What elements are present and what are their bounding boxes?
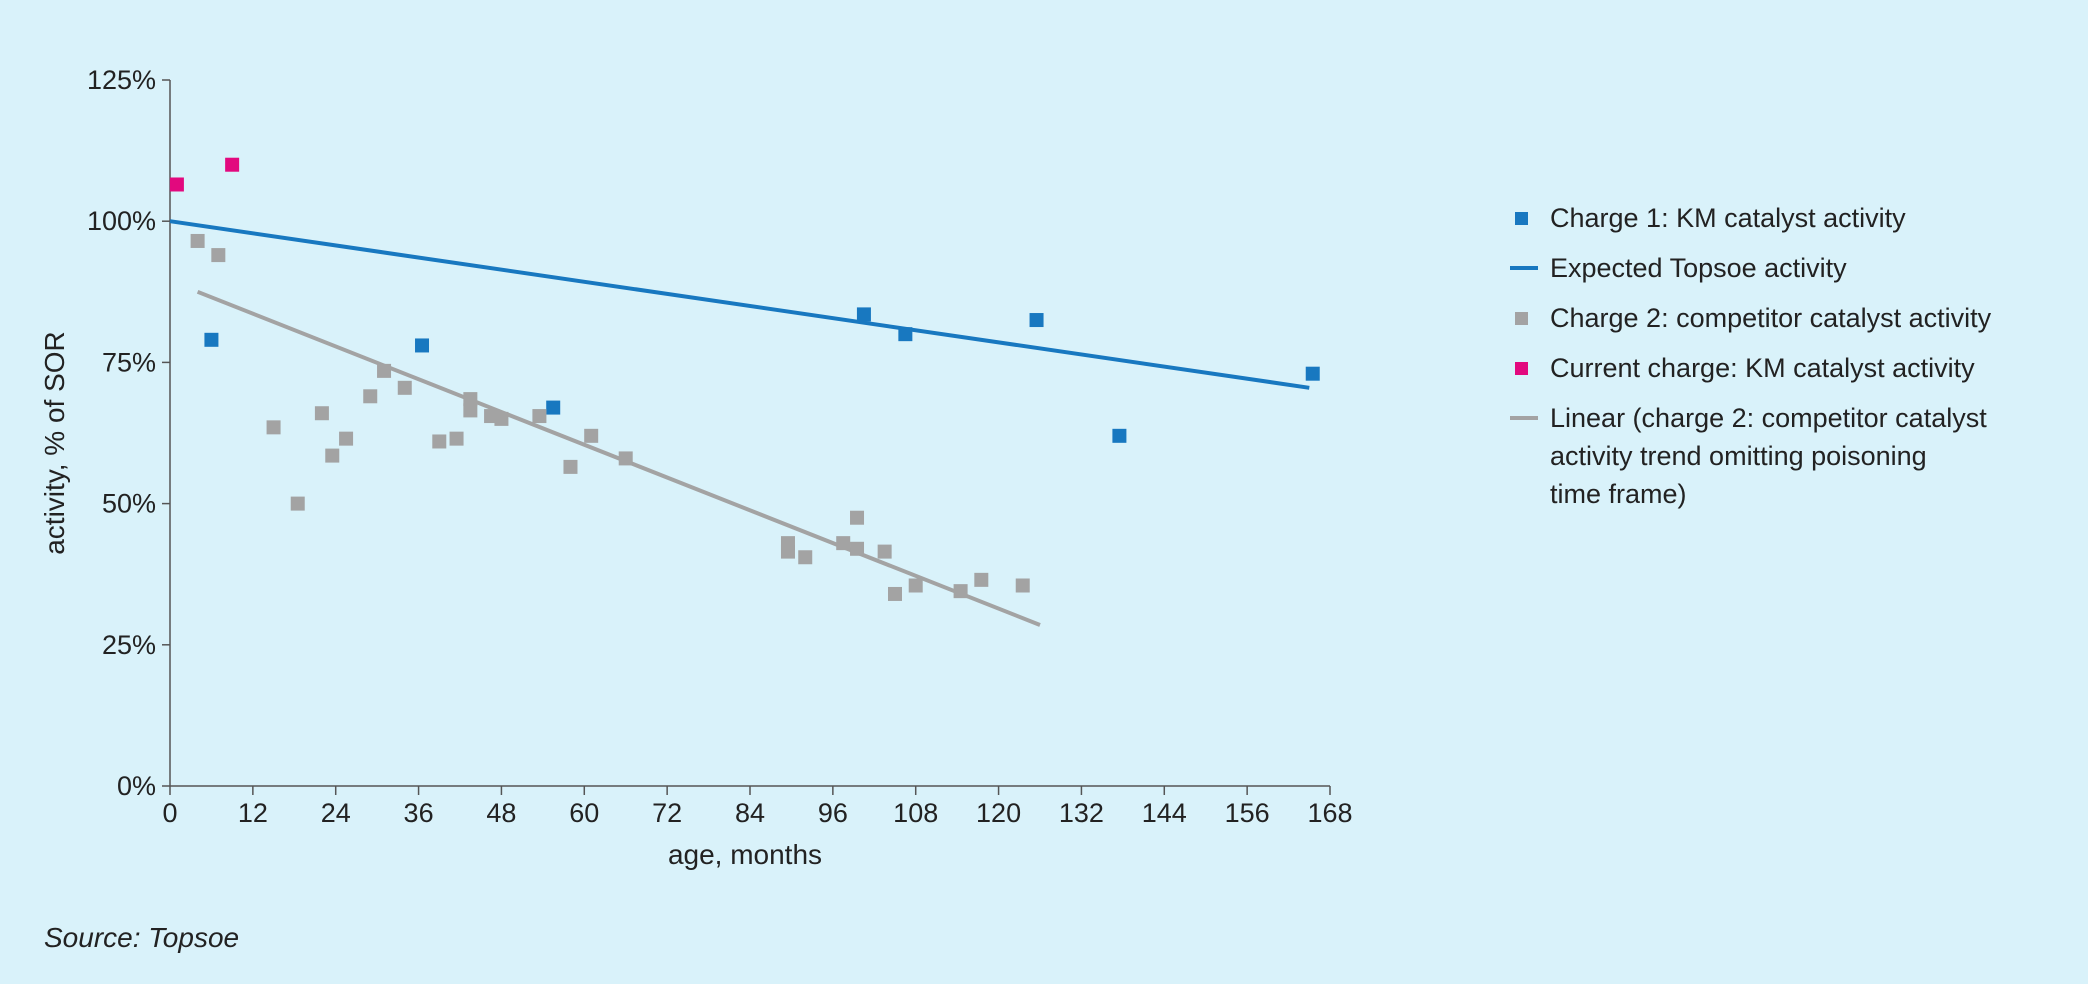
legend-label: activity trend omitting poisoning bbox=[1550, 441, 1927, 471]
legend-marker bbox=[1515, 212, 1528, 225]
data-point-series-2 bbox=[377, 363, 392, 378]
data-point-series-0 bbox=[1029, 313, 1044, 328]
data-point-series-2 bbox=[953, 584, 968, 599]
data-point-series-2 bbox=[974, 572, 989, 587]
legend-marker bbox=[1515, 362, 1528, 375]
legend-label: Charge 1: KM catalyst activity bbox=[1550, 203, 1906, 233]
x-tick-label: 12 bbox=[238, 798, 268, 828]
data-point-series-0 bbox=[415, 338, 430, 353]
x-axis-ticks: 0 12 24 36 48 60 72 84 96 108 120 132 144 156 168 bbox=[162, 786, 1353, 828]
data-point-series-0 bbox=[1305, 366, 1320, 381]
data-point-series-2 bbox=[314, 406, 329, 421]
y-axis-ticks: 0% 25% 50% 75% 100% 125% bbox=[87, 65, 170, 801]
x-tick-label: 60 bbox=[569, 798, 599, 828]
data-point-series-2 bbox=[1015, 578, 1030, 593]
y-tick-label: 0% bbox=[117, 771, 156, 801]
data-point-series-2 bbox=[290, 496, 305, 511]
data-point-series-0 bbox=[546, 400, 561, 415]
data-point-series-0 bbox=[856, 307, 871, 322]
data-point-series-2 bbox=[780, 544, 795, 559]
data-point-series-0 bbox=[898, 327, 913, 342]
x-tick-label: 132 bbox=[1059, 798, 1104, 828]
data-point-series-2 bbox=[888, 586, 902, 601]
data-point-series-2 bbox=[798, 550, 813, 565]
data-point-series-2 bbox=[190, 233, 205, 248]
data-point-series-0 bbox=[1112, 428, 1127, 443]
x-tick-label: 24 bbox=[321, 798, 351, 828]
y-tick-label: 100% bbox=[87, 206, 156, 236]
data-point-series-2 bbox=[908, 578, 923, 593]
x-axis-label: age, months bbox=[668, 839, 822, 870]
x-tick-label: 0 bbox=[162, 798, 177, 828]
legend-label: Linear (charge 2: competitor catalyst bbox=[1550, 403, 1987, 433]
data-points bbox=[169, 157, 1320, 601]
data-point-series-2 bbox=[266, 420, 281, 435]
x-tick-label: 120 bbox=[976, 798, 1021, 828]
data-point-series-2 bbox=[494, 411, 509, 426]
x-tick-label: 84 bbox=[735, 798, 765, 828]
x-tick-label: 144 bbox=[1142, 798, 1187, 828]
y-axis-label: activity, % of SOR bbox=[39, 331, 70, 555]
y-tick-label: 25% bbox=[102, 630, 156, 660]
y-tick-label: 125% bbox=[87, 65, 156, 95]
y-tick-label: 75% bbox=[102, 347, 156, 377]
x-tick-label: 48 bbox=[486, 798, 516, 828]
data-point-series-2 bbox=[432, 434, 447, 449]
legend-label: Expected Topsoe activity bbox=[1550, 253, 1847, 283]
data-point-series-2 bbox=[211, 248, 226, 263]
data-point-series-2 bbox=[877, 544, 892, 559]
data-point-series-2 bbox=[850, 541, 865, 556]
data-point-series-2 bbox=[339, 431, 354, 446]
x-tick-label: 108 bbox=[893, 798, 938, 828]
legend-label: Charge 2: competitor catalyst activity bbox=[1550, 303, 1992, 333]
legend-label: time frame) bbox=[1550, 479, 1687, 509]
x-tick-label: 96 bbox=[818, 798, 848, 828]
x-tick-label: 72 bbox=[652, 798, 682, 828]
data-point-series-2 bbox=[618, 451, 633, 466]
legend-marker bbox=[1515, 312, 1528, 325]
data-point-series-2 bbox=[397, 380, 412, 395]
trend-line-1 bbox=[169, 219, 1310, 390]
data-point-series-2 bbox=[850, 510, 865, 525]
data-point-series-3 bbox=[169, 177, 184, 192]
data-point-series-3 bbox=[225, 157, 240, 172]
legend-label: Current charge: KM catalyst activity bbox=[1550, 353, 1975, 383]
data-point-series-2 bbox=[463, 392, 478, 407]
trend-lines bbox=[169, 219, 1310, 627]
y-tick-label: 50% bbox=[102, 489, 156, 519]
data-point-series-2 bbox=[584, 428, 599, 443]
data-point-series-2 bbox=[325, 448, 340, 463]
data-point-series-2 bbox=[363, 389, 378, 404]
data-point-series-2 bbox=[532, 409, 547, 424]
source-note: Source: Topsoe bbox=[44, 922, 240, 953]
data-point-series-0 bbox=[204, 332, 219, 347]
x-tick-label: 168 bbox=[1307, 798, 1352, 828]
legend: Charge 1: KM catalyst activity Expected T… bbox=[1510, 203, 1992, 509]
data-point-series-2 bbox=[563, 459, 578, 474]
data-point-series-2 bbox=[463, 403, 478, 418]
x-tick-label: 156 bbox=[1225, 798, 1270, 828]
data-point-series-2 bbox=[449, 431, 464, 446]
data-point-series-2 bbox=[836, 536, 851, 551]
x-tick-label: 36 bbox=[404, 798, 434, 828]
